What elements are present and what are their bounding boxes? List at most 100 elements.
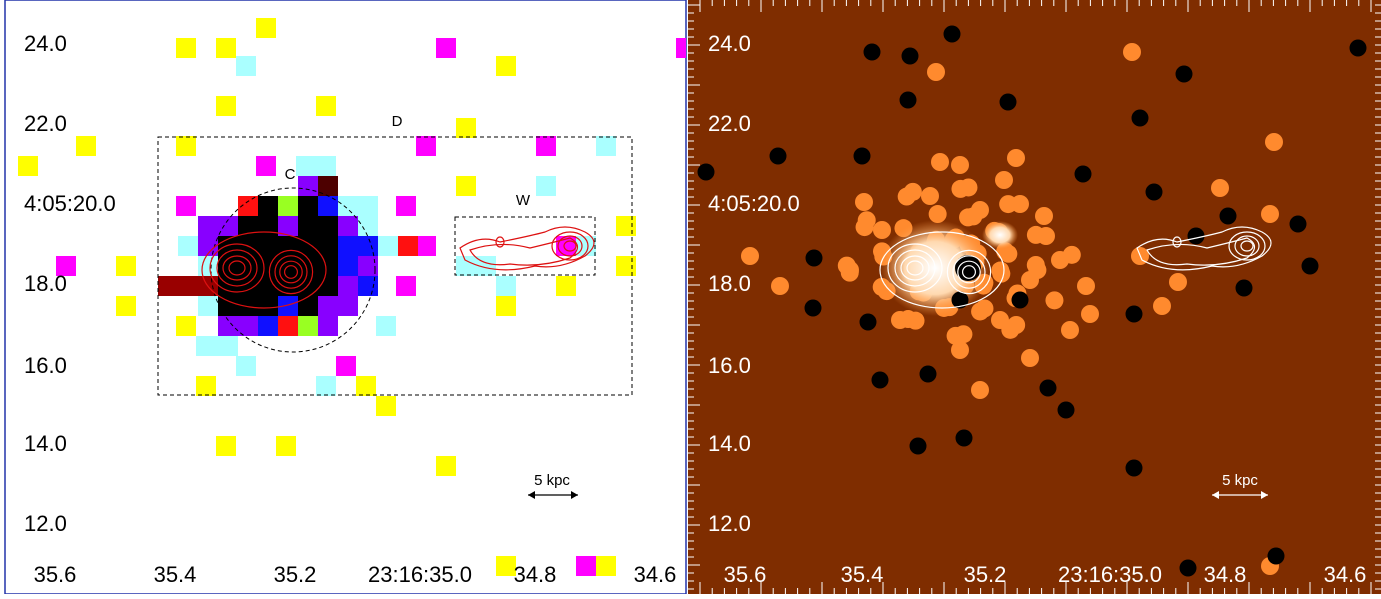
source-dot xyxy=(1187,227,1205,245)
source-dot xyxy=(1007,149,1025,167)
source-dot xyxy=(855,193,873,211)
region-circle xyxy=(210,187,376,353)
source-dot xyxy=(853,147,871,165)
source-dot xyxy=(1026,225,1045,244)
pixel xyxy=(176,196,196,216)
pixel xyxy=(198,216,218,236)
y-tick-label: 16.0 xyxy=(24,353,67,378)
pixel xyxy=(198,256,218,276)
region-box xyxy=(454,216,596,276)
pixel xyxy=(278,196,298,216)
pixel xyxy=(456,118,476,138)
pixel xyxy=(338,236,358,256)
contour xyxy=(563,240,577,252)
x-tick-label: 23:16:35.0 xyxy=(1058,562,1162,587)
source-dot xyxy=(954,325,973,344)
y-tick-label: 12.0 xyxy=(24,511,67,536)
pixel xyxy=(296,156,316,176)
source-dot xyxy=(1289,215,1307,233)
pixel xyxy=(258,316,278,336)
y-tick-label: 22.0 xyxy=(708,111,751,136)
contour xyxy=(879,231,1005,309)
source-dot xyxy=(975,299,994,318)
y-tick-label: 24.0 xyxy=(24,31,67,56)
source-dot xyxy=(855,218,874,237)
pixel xyxy=(316,376,336,396)
source-dot xyxy=(1026,255,1045,274)
pixel xyxy=(358,276,378,296)
pixel xyxy=(318,316,338,336)
source-dot xyxy=(1007,315,1026,334)
right-panel xyxy=(688,0,1381,594)
contour xyxy=(957,260,981,284)
source-dot xyxy=(1021,349,1039,367)
pixel xyxy=(198,336,218,356)
source-dot xyxy=(897,187,916,206)
pixel xyxy=(298,196,318,216)
pixel xyxy=(196,376,216,396)
pixel xyxy=(278,316,298,336)
source-dot xyxy=(995,171,1013,189)
contour xyxy=(1136,226,1272,271)
pixel xyxy=(436,38,456,58)
pixel xyxy=(218,336,238,356)
contour xyxy=(222,255,252,281)
pixel xyxy=(276,436,296,456)
pixel xyxy=(398,236,418,256)
pixel xyxy=(178,276,198,296)
source-dot xyxy=(871,371,889,389)
pixel xyxy=(456,176,476,196)
source-dot xyxy=(1179,559,1197,577)
pixel xyxy=(216,38,236,58)
x-tick-label: 35.4 xyxy=(841,562,884,587)
pixel xyxy=(416,236,436,256)
pixel xyxy=(338,296,358,316)
pixel xyxy=(258,276,278,296)
contour xyxy=(887,243,943,293)
contour xyxy=(551,231,589,261)
region-label: D xyxy=(392,113,403,130)
contour xyxy=(216,249,258,287)
source-dot xyxy=(928,205,947,224)
source-dot xyxy=(899,91,917,109)
pixel xyxy=(238,256,258,276)
pixel xyxy=(278,276,298,296)
pixel xyxy=(278,216,298,236)
contour xyxy=(952,255,986,289)
contour xyxy=(228,260,246,276)
pixel xyxy=(676,38,686,58)
pixel xyxy=(318,176,338,196)
source-dot xyxy=(859,313,877,331)
contour xyxy=(906,260,924,276)
x-tick-label: 35.2 xyxy=(274,562,317,587)
x-tick-label: 23:16:35.0 xyxy=(368,562,472,587)
source-dot xyxy=(951,291,969,309)
contour xyxy=(469,237,579,266)
contour xyxy=(495,236,505,248)
source-dot xyxy=(1062,245,1081,264)
pixel xyxy=(378,236,398,256)
pixel xyxy=(376,396,396,416)
x-tick-label: 34.6 xyxy=(1324,562,1367,587)
contour xyxy=(284,265,299,279)
source-dot xyxy=(1265,133,1283,151)
pixel xyxy=(238,316,258,336)
left-image xyxy=(18,18,686,576)
pixel xyxy=(596,556,616,576)
y-tick-label: 18.0 xyxy=(708,271,751,296)
bright-core xyxy=(982,221,1018,249)
source-dot xyxy=(741,247,759,265)
pixel xyxy=(298,216,318,236)
region-label: C xyxy=(285,166,296,183)
y-tick-label: 22.0 xyxy=(24,111,67,136)
source-dot xyxy=(951,156,969,174)
source-dot xyxy=(999,93,1017,111)
y-tick-label: 24.0 xyxy=(708,31,751,56)
region-box xyxy=(157,136,633,396)
source-dot xyxy=(919,365,937,383)
source-dot xyxy=(1123,43,1141,61)
right-image xyxy=(688,0,1381,594)
source-dot xyxy=(1057,401,1075,419)
y-tick-label: 12.0 xyxy=(708,511,751,536)
source-dot xyxy=(1349,39,1367,57)
